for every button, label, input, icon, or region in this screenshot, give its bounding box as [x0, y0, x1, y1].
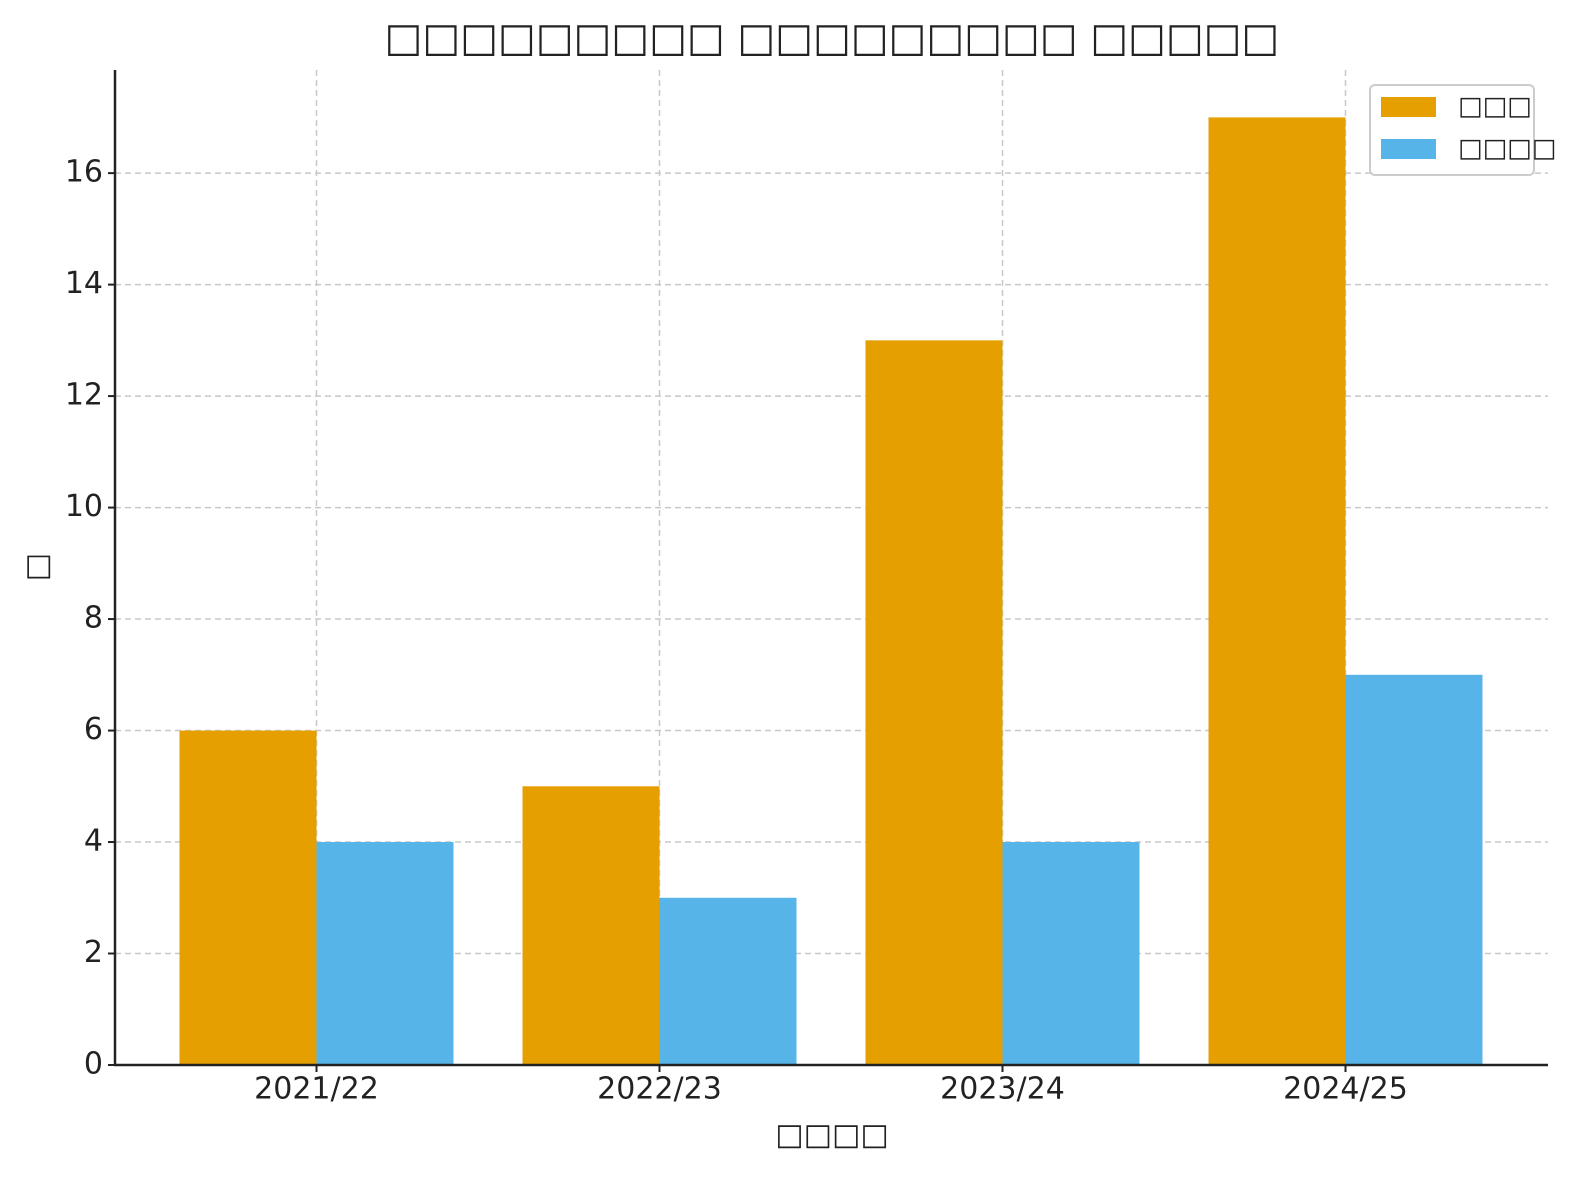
legend-label: □□□□ — [1458, 134, 1556, 164]
bar — [1345, 674, 1483, 1065]
y-tick-label: 16 — [65, 155, 103, 190]
y-tick-label: 4 — [84, 824, 103, 859]
y-tick-label: 12 — [65, 378, 103, 413]
y-tick-label: 10 — [65, 489, 103, 524]
bar — [659, 897, 797, 1065]
x-tick-label: 2023/24 — [940, 1072, 1065, 1107]
x-tick-label: 2024/25 — [1283, 1072, 1408, 1107]
bar — [316, 842, 454, 1065]
legend-label: □□□ — [1458, 92, 1532, 122]
x-tick-label: 2021/22 — [254, 1072, 379, 1107]
chart-title: □□□□□□□□□ □□□□□□□□□ □□□□□ — [385, 15, 1280, 61]
y-tick-label: 0 — [84, 1047, 103, 1082]
x-tick-label: 2022/23 — [597, 1072, 722, 1107]
y-tick-label: 6 — [84, 712, 103, 747]
bar — [179, 730, 317, 1065]
y-tick-label: 8 — [84, 601, 103, 636]
bar — [1002, 842, 1140, 1065]
y-tick-label: 14 — [65, 266, 103, 301]
bar — [522, 786, 660, 1065]
legend-swatch — [1381, 139, 1436, 159]
bar — [865, 340, 1003, 1066]
bar — [1208, 117, 1346, 1065]
y-axis-label: □ — [20, 553, 55, 581]
y-tick-label: 2 — [84, 935, 103, 970]
legend-swatch — [1381, 97, 1436, 117]
x-axis-label: □□□□ — [775, 1118, 888, 1153]
